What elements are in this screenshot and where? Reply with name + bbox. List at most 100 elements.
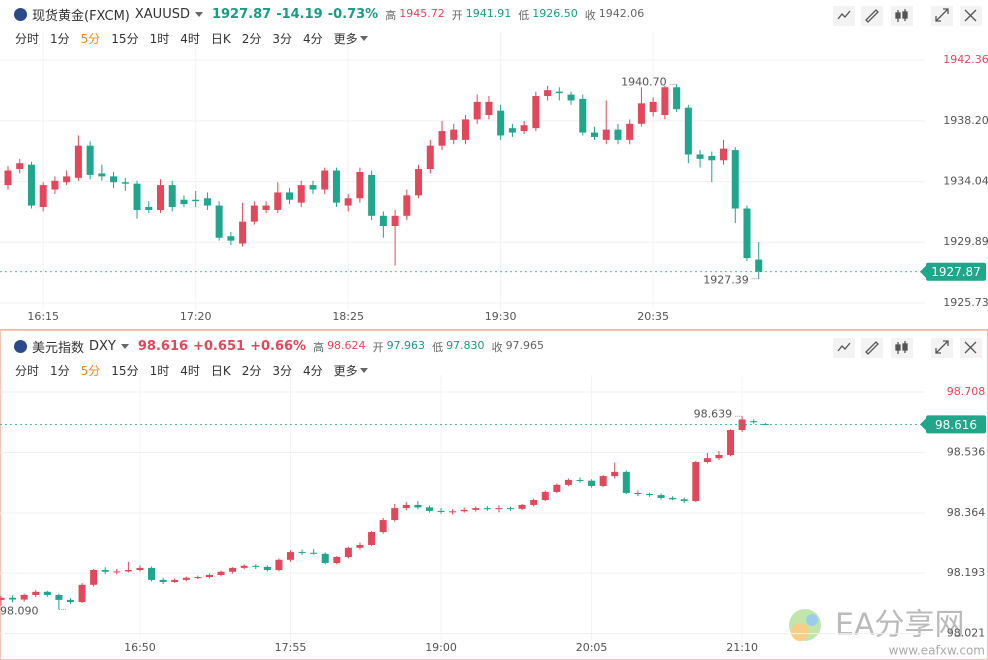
candle-body	[450, 129, 458, 140]
candle-body	[588, 480, 596, 486]
candle-body	[110, 176, 118, 183]
candle-body	[727, 430, 735, 455]
interval-option[interactable]: 1时	[149, 32, 170, 46]
symbol-code[interactable]: DXY	[89, 339, 116, 354]
candle-body	[180, 199, 188, 205]
x-tick-label: 19:00	[425, 641, 457, 654]
interval-option[interactable]: 5分	[80, 32, 101, 46]
candle-body	[591, 132, 598, 137]
candle-body	[637, 103, 645, 124]
candle-body	[298, 552, 306, 554]
more-caret[interactable]	[359, 368, 368, 373]
interval-option[interactable]: 4分	[303, 32, 323, 46]
more-caret[interactable]	[359, 36, 368, 41]
interval-option[interactable]: 15分	[111, 364, 139, 378]
candle-body	[576, 479, 584, 481]
candle-body	[356, 545, 364, 548]
y-tick-label: 1938.20	[943, 114, 988, 127]
stat-label: 高	[313, 340, 325, 354]
watermark-url: www.eafxw.com	[889, 644, 985, 658]
candle-body	[39, 185, 47, 208]
interval-option[interactable]: 更多	[333, 364, 358, 378]
candle-body	[133, 183, 141, 210]
candle-body	[680, 499, 688, 502]
candle-body	[544, 90, 552, 97]
candle-body	[649, 101, 657, 113]
quote-stat: 低 1926.50	[518, 7, 578, 23]
interval-option[interactable]: 3分	[272, 32, 293, 46]
candle-body	[321, 553, 329, 563]
candle-body	[275, 559, 283, 571]
candle-body	[136, 567, 144, 571]
candle-body	[403, 195, 411, 216]
candle-body	[460, 509, 468, 512]
candle-body	[333, 556, 341, 563]
stat-value: 1942.06	[598, 6, 645, 20]
quote-stat: 低 97.830	[432, 339, 485, 355]
candle-body	[215, 205, 223, 238]
candle-body	[473, 101, 481, 120]
candle-body	[657, 495, 665, 498]
candle-body	[321, 170, 329, 190]
interval-option[interactable]: 3分	[272, 364, 293, 378]
candle-body	[669, 497, 677, 500]
watermark-text: EA分享网	[835, 608, 964, 643]
symbol-dropdown[interactable]	[120, 344, 129, 349]
candle-body	[692, 462, 700, 502]
last-price-label: 1927.87	[931, 265, 981, 279]
interval-option[interactable]: 日K	[210, 32, 231, 46]
interval-option[interactable]: 4时	[180, 32, 200, 46]
y-tick-label: 98.193	[947, 566, 986, 579]
interval-option[interactable]: 日K	[210, 364, 231, 378]
interval-option[interactable]: 4时	[180, 364, 200, 378]
quote-change-pct: +0.66%	[250, 339, 307, 354]
candle-body	[426, 145, 434, 170]
interval-option[interactable]: 15分	[111, 32, 139, 46]
interval-option[interactable]: 1时	[149, 364, 170, 378]
symbol-code[interactable]: XAUUSD	[134, 7, 190, 22]
symbol-dropdown[interactable]	[194, 12, 203, 17]
candle-body	[171, 579, 179, 582]
candle-body	[43, 591, 51, 595]
instrument-name: 现货黄金(FXCM)	[32, 9, 130, 24]
candle-body	[541, 491, 549, 501]
candle-body	[497, 110, 505, 136]
candle-body	[520, 125, 528, 132]
interval-option[interactable]: 1分	[50, 364, 70, 378]
candle-body	[74, 145, 82, 178]
candle-body	[156, 185, 164, 210]
candle-body	[391, 508, 399, 521]
watermark-logo	[789, 609, 821, 641]
quote-stat: 收 97.965	[492, 339, 545, 355]
interval-option[interactable]: 2分	[241, 364, 262, 378]
candle-body	[332, 170, 340, 203]
candle-body	[66, 599, 74, 603]
candle-body	[229, 567, 237, 572]
candle-body	[599, 476, 607, 486]
toolbar-icons[interactable]	[833, 6, 982, 358]
candle-body	[32, 591, 40, 595]
y-tick-label: 98.536	[947, 446, 986, 459]
candle-body	[602, 129, 610, 140]
stat-label: 收	[584, 8, 596, 22]
candle-body	[227, 236, 235, 241]
x-tick-label: 17:55	[275, 641, 307, 654]
candle-body	[113, 571, 121, 573]
candle-body	[274, 192, 282, 210]
candle-body	[720, 148, 728, 161]
x-tick-label: 18:25	[332, 310, 364, 323]
interval-option[interactable]: 1分	[50, 32, 70, 46]
candle-body	[98, 173, 106, 177]
stat-label: 低	[518, 8, 530, 22]
candle-body	[611, 471, 619, 477]
interval-option[interactable]: 更多	[333, 32, 358, 46]
interval-option[interactable]: 5分	[80, 364, 101, 378]
interval-option[interactable]: 2分	[241, 32, 262, 46]
interval-option[interactable]: 分时	[15, 364, 40, 378]
candle-body	[449, 511, 457, 513]
interval-option[interactable]: 分时	[15, 32, 40, 46]
y-tick-label: 98.364	[947, 506, 986, 519]
stat-value: 97.963	[386, 338, 426, 352]
x-tick-label: 20:05	[576, 641, 608, 654]
interval-option[interactable]: 4分	[303, 364, 323, 378]
